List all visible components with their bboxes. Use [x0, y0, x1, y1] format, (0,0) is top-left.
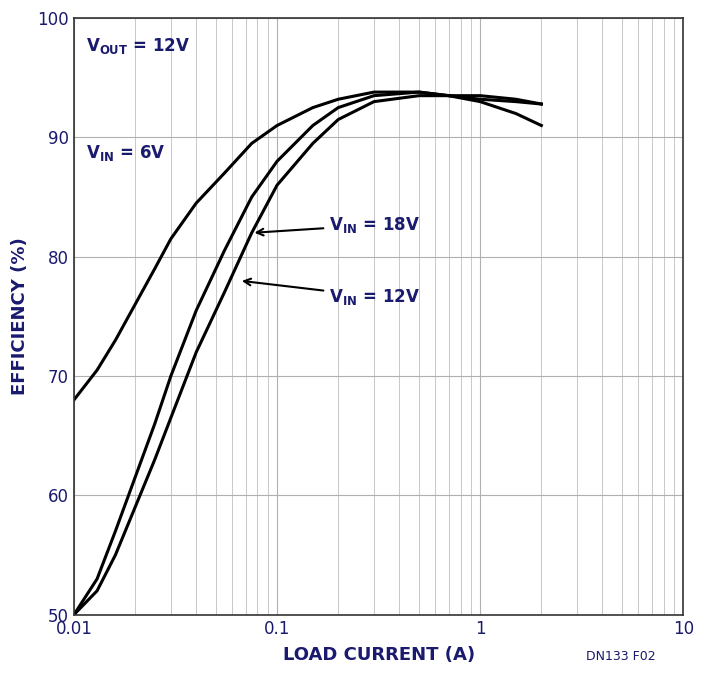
Text: V$_{\mathregular{OUT}}$ = 12V: V$_{\mathregular{OUT}}$ = 12V	[86, 36, 190, 56]
Text: V$_{\mathregular{IN}}$ = 6V: V$_{\mathregular{IN}}$ = 6V	[86, 143, 166, 163]
Y-axis label: EFFICIENCY (%): EFFICIENCY (%)	[11, 238, 29, 396]
Text: V$_{\mathregular{IN}}$ = 18V: V$_{\mathregular{IN}}$ = 18V	[257, 215, 420, 236]
Text: DN133 F02: DN133 F02	[586, 650, 656, 663]
X-axis label: LOAD CURRENT (A): LOAD CURRENT (A)	[283, 646, 474, 664]
Text: V$_{\mathregular{IN}}$ = 12V: V$_{\mathregular{IN}}$ = 12V	[244, 279, 420, 306]
